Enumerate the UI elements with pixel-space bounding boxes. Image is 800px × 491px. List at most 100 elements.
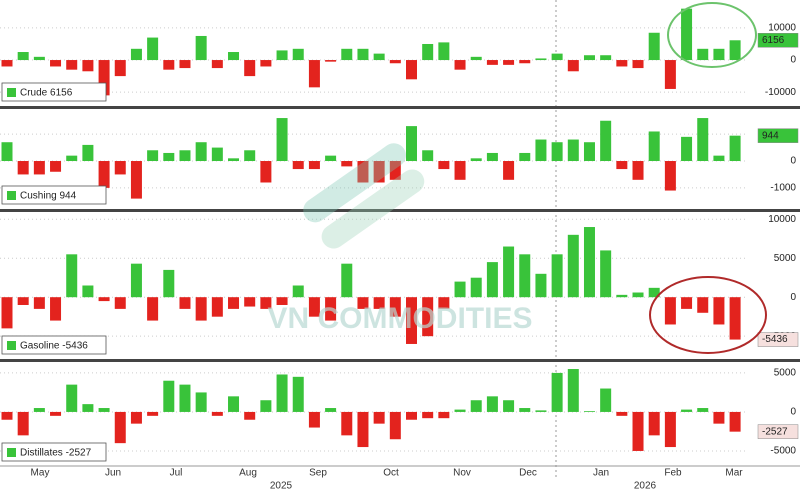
bar [308,60,320,88]
y-tick-label: -5000 [770,446,796,457]
bar [470,158,482,162]
y-tick-label: 0 [790,55,796,66]
bar [373,53,385,61]
legend-box [1,335,107,355]
bar [535,139,547,162]
bar [308,411,320,428]
bar [567,60,579,72]
bar [325,408,337,412]
bar [681,136,693,162]
bar [648,131,660,162]
bar [454,281,466,298]
bar [82,404,94,412]
bar [82,144,94,162]
bar [50,161,62,172]
bar [503,161,515,180]
bar [357,161,369,183]
month-label: May [31,468,50,479]
bar [244,411,256,420]
last-value-tag [757,128,799,143]
bar [114,161,126,175]
bar [486,152,498,162]
bar [632,292,644,298]
bar [422,150,434,162]
bar [114,297,126,309]
bar [648,287,660,298]
y-tick-label: 5000 [774,368,797,379]
bar [422,43,434,61]
panel-divider [0,359,800,362]
bar [503,400,515,412]
year-label: 2026 [634,481,657,491]
bar [567,369,579,412]
bar [681,8,693,61]
bar [276,297,288,305]
bar [66,60,78,70]
highlight-ellipse [649,276,767,354]
bar [114,411,126,444]
month-label: Nov [453,468,471,479]
bar [632,60,644,69]
bar [17,52,29,61]
watermark: VN COMMODITIES [267,302,532,335]
bar [664,297,676,325]
bar [583,142,595,162]
bar [406,411,417,420]
bar [114,60,126,77]
bar [470,400,482,412]
bar [713,297,725,325]
bar [519,60,531,64]
bar [292,48,304,61]
bar [357,48,369,61]
year-label: 2025 [270,481,293,491]
bar [260,400,272,412]
month-label: Sep [309,468,327,479]
bar [406,60,417,80]
bar [82,285,94,298]
bar [130,263,142,298]
bar [713,411,725,424]
legend-label: Crude 6156 [20,88,73,99]
bar [567,139,579,162]
bar [583,411,595,412]
bar [260,297,272,309]
bar [697,48,709,61]
bar [729,40,741,61]
bar [292,161,304,170]
bar [179,384,191,412]
bar [17,161,29,175]
bar [163,152,175,162]
highlight-ellipse [667,2,757,68]
legend-label: Cushing 944 [20,191,77,202]
bar [33,297,45,309]
bar [454,409,466,412]
bar [66,155,78,162]
bar [438,297,450,309]
legend-label: Distillates -2527 [20,448,92,459]
bar [228,396,240,412]
bar [551,142,563,162]
bar [195,392,207,412]
bar [228,158,240,162]
bar [33,56,45,61]
bar [389,297,401,317]
bar [341,263,353,298]
bar [551,372,563,412]
bar [260,161,272,183]
watermark-group: VN COMMODITIES [267,143,533,335]
bar [228,52,240,61]
legend-box [1,82,107,102]
bar [276,374,288,412]
bar [406,126,417,162]
bar [632,161,644,180]
y-tick-label: 5000 [774,253,797,264]
bar [389,161,401,180]
bar [373,411,385,424]
bar [616,411,628,416]
y-tick-label: 10000 [768,23,796,34]
month-label: Jan [593,468,609,479]
bar [147,297,159,321]
bar [341,161,353,167]
bar [276,50,288,61]
bar [211,60,223,69]
